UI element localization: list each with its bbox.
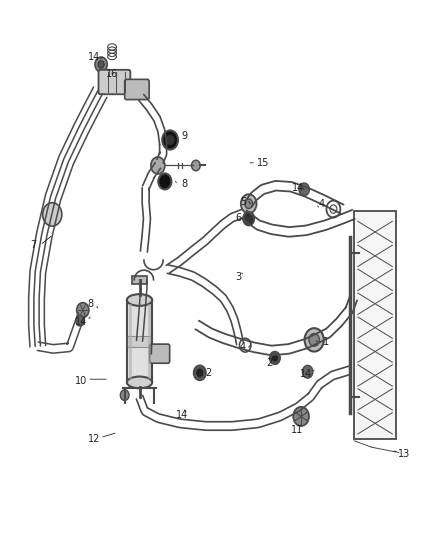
Circle shape: [95, 57, 107, 72]
Ellipse shape: [127, 376, 152, 388]
Text: 4: 4: [240, 342, 246, 352]
Circle shape: [158, 173, 171, 189]
Text: 16: 16: [106, 69, 118, 79]
Text: 15: 15: [257, 158, 269, 168]
Circle shape: [191, 160, 200, 171]
Text: 6: 6: [236, 213, 242, 223]
Circle shape: [120, 390, 129, 400]
Circle shape: [270, 352, 280, 365]
Circle shape: [151, 157, 165, 174]
Circle shape: [243, 212, 254, 225]
Circle shape: [293, 407, 309, 426]
Ellipse shape: [127, 294, 152, 306]
Circle shape: [272, 355, 278, 361]
Circle shape: [241, 194, 257, 213]
Text: 11: 11: [290, 425, 303, 435]
Text: 14: 14: [176, 410, 188, 421]
Bar: [354, 211, 396, 439]
Circle shape: [245, 199, 253, 208]
Bar: [127, 336, 152, 346]
Circle shape: [330, 205, 337, 213]
Text: 1: 1: [323, 337, 329, 347]
Circle shape: [42, 203, 62, 226]
Circle shape: [194, 366, 206, 380]
Circle shape: [77, 303, 89, 318]
Circle shape: [76, 316, 85, 326]
Text: 4: 4: [318, 199, 325, 209]
Text: 10: 10: [75, 376, 88, 386]
Circle shape: [162, 131, 178, 150]
Text: 5: 5: [240, 197, 246, 207]
Text: 3: 3: [236, 272, 242, 282]
Bar: [127, 300, 152, 382]
Circle shape: [304, 328, 324, 352]
Text: 13: 13: [399, 449, 411, 458]
Text: 8: 8: [181, 179, 187, 189]
Text: 2: 2: [205, 368, 211, 378]
Text: 14: 14: [300, 369, 312, 379]
Circle shape: [309, 334, 319, 346]
Text: 14: 14: [75, 317, 88, 327]
Circle shape: [98, 61, 104, 68]
Text: 2: 2: [266, 358, 272, 368]
Bar: [132, 276, 148, 284]
FancyBboxPatch shape: [125, 79, 149, 100]
Text: 14: 14: [88, 52, 101, 61]
Circle shape: [197, 369, 203, 376]
FancyBboxPatch shape: [150, 344, 170, 364]
Text: 9: 9: [181, 131, 187, 141]
Text: 14: 14: [291, 183, 304, 193]
Text: 8: 8: [87, 298, 93, 309]
Text: 12: 12: [88, 434, 101, 445]
Text: 7: 7: [30, 240, 36, 250]
Circle shape: [302, 366, 313, 378]
Circle shape: [299, 183, 309, 196]
Circle shape: [166, 135, 174, 145]
FancyBboxPatch shape: [99, 70, 131, 94]
